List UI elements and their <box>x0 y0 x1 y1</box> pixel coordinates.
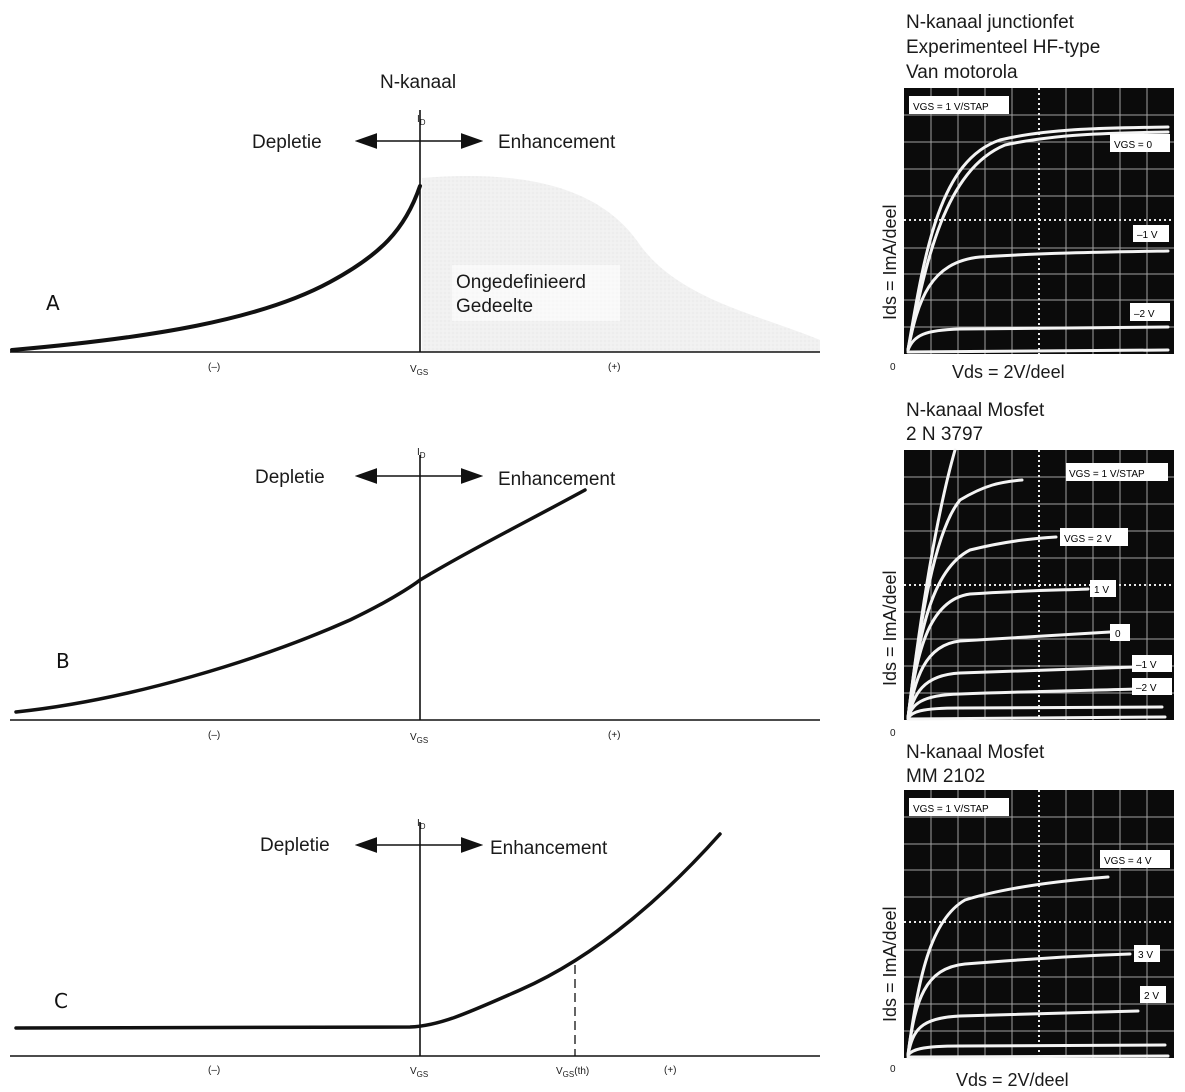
scope-step-tag: VGS = 1 V/STAP <box>913 804 989 815</box>
transfer-curve-b <box>14 488 587 714</box>
scope-title-line2: 2 N 3797 <box>906 424 983 445</box>
scope-origin: 0 <box>890 728 896 739</box>
transfer-curve-a <box>10 184 422 352</box>
scope-title-line2: Experimenteel HF-type <box>906 37 1100 58</box>
scope-center-axes <box>904 450 1174 720</box>
scope-origin: 0 <box>890 1064 896 1075</box>
depletion-label: Depletie <box>252 132 322 153</box>
scope-step-tag: VGS = 1 V/STAP <box>1069 469 1145 480</box>
scope-xlabel: Vds = 2V/deel <box>952 362 1065 382</box>
scope-title-line1: N-kanaal junctionfet <box>906 12 1075 33</box>
scope-tag: 0 <box>1115 629 1121 640</box>
scope-traces <box>906 875 1170 1059</box>
scope-title-line2: MM 2102 <box>906 766 985 787</box>
depletion-label: Depletie <box>255 467 325 488</box>
scope-1: N-kanaal junctionfet Experimenteel HF-ty… <box>880 12 1174 382</box>
scope-tag: –2 V <box>1134 309 1155 320</box>
depletion-label: Depletie <box>260 835 330 856</box>
scope-xlabel: Vds = 2V/deel <box>956 1070 1069 1090</box>
id-axis-label: ID <box>417 447 426 460</box>
transfer-curve-c <box>14 832 722 1030</box>
enhancement-label: Enhancement <box>490 838 608 859</box>
id-axis-label: ID <box>417 114 426 127</box>
scope-3: N-kanaal Mosfet MM 2102 VGS = 1 V/STA <box>880 742 1174 1090</box>
undefined-region <box>422 176 820 352</box>
panel-letter-c: C <box>54 989 68 1013</box>
enhancement-label: Enhancement <box>498 469 616 490</box>
scope-ylabel: Ids = ImA/deel <box>880 204 900 320</box>
scope-center-axes <box>904 88 1174 354</box>
scope-tag: VGS = 2 V <box>1064 534 1112 545</box>
undefined-label-line1: Ongedefinieerd <box>456 272 586 293</box>
id-axis-label: ID <box>417 818 426 831</box>
scope-tag: 1 V <box>1094 585 1109 596</box>
vgs-label: VGS <box>410 1066 428 1079</box>
plus-label: (+) <box>608 362 621 373</box>
scope-2: N-kanaal Mosfet 2 N 3797 <box>880 400 1174 739</box>
minus-label: (–) <box>208 1065 220 1076</box>
vgs-label: VGS <box>410 732 428 745</box>
scope-origin: 0 <box>890 362 896 373</box>
scope-tags: VGS = 1 V/STAP VGS = 0 –1 V –2 V <box>909 96 1170 321</box>
scope-ylabel: Ids = ImA/deel <box>880 906 900 1022</box>
plus-label: (+) <box>608 730 621 741</box>
plus-label: (+) <box>664 1065 677 1076</box>
scope-tags: VGS = 1 V/STAP VGS = 4 V 3 V 2 V <box>909 798 1170 1003</box>
scope-step-tag: VGS = 1 V/STAP <box>913 102 989 113</box>
scope-title-line3: Van motorola <box>906 62 1018 83</box>
scope-tag: –2 V <box>1136 683 1157 694</box>
scope-traces <box>906 125 1170 354</box>
scope-ylabel: Ids = ImA/deel <box>880 570 900 686</box>
minus-label: (–) <box>208 730 220 741</box>
page-title: N-kanaal <box>380 72 456 93</box>
vgs-label: VGS <box>410 364 428 377</box>
scope-tag: –1 V <box>1136 660 1157 671</box>
scope-center-axes <box>904 790 1174 1058</box>
scope-tags: VGS = 1 V/STAP VGS = 2 V 1 V 0 –1 V –2 V <box>1060 463 1172 695</box>
scope-traces <box>906 448 1167 721</box>
undefined-label-line2: Gedeelte <box>456 296 533 317</box>
enhancement-label: Enhancement <box>498 132 616 153</box>
scope-tag: VGS = 4 V <box>1104 856 1152 867</box>
scope-tag: 2 V <box>1144 991 1159 1002</box>
minus-label: (–) <box>208 362 220 373</box>
panel-letter-b: B <box>56 649 70 673</box>
panel-c: ID Depletie Enhancement C (–) VGS VGS(th… <box>10 818 820 1079</box>
scope-tag: –1 V <box>1137 230 1158 241</box>
panel-a: N-kanaal Ongedefinieerd Gedeelte ID Depl… <box>10 72 820 377</box>
vgs-threshold-label: VGS(th) <box>556 1066 589 1079</box>
panel-letter-a: A <box>46 291 60 315</box>
undefined-label-backdrop <box>452 265 620 321</box>
scope-title-line1: N-kanaal Mosfet <box>906 400 1045 421</box>
scope-title-line1: N-kanaal Mosfet <box>906 742 1045 763</box>
scope-tag: VGS = 0 <box>1114 140 1153 151</box>
panel-b: ID Depletie Enhancement B (–) VGS (+) <box>10 447 820 745</box>
scope-tag: 3 V <box>1138 950 1153 961</box>
